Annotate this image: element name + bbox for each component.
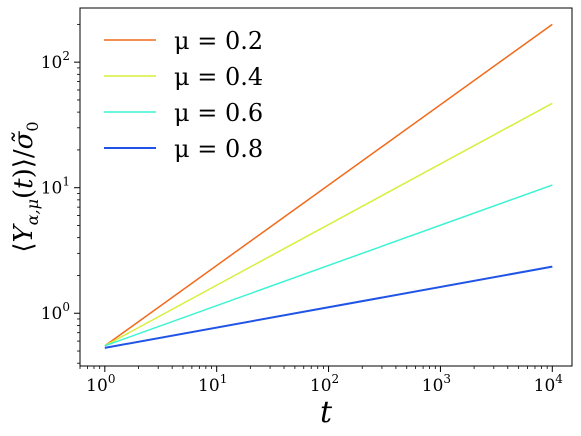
x-tick-label: 100 [86,372,115,396]
legend-label-3: μ = 0.6 [174,99,263,127]
series-line-4 [104,265,553,349]
x-tick-label: 101 [198,372,227,396]
x-tick-label: 103 [422,372,451,396]
series-layer [104,23,553,349]
y-tick-label: 102 [41,49,70,73]
legend-label-1: μ = 0.2 [174,27,263,55]
x-axis-label: t [320,395,333,430]
y-tick-label: 100 [41,300,70,324]
series-line-2 [104,102,553,347]
series-line-1 [104,23,553,347]
legend-label-4: μ = 0.8 [174,135,263,163]
series-line-3 [104,184,553,347]
legend: μ = 0.2 μ = 0.4 μ = 0.6 μ = 0.8 [104,27,263,163]
x-axis-ticks: 100 101 102 103 104 [79,366,564,396]
x-tick-label: 104 [534,372,564,396]
plot-area [79,7,573,367]
y-tick-label: 101 [41,175,70,199]
legend-label-2: μ = 0.4 [174,63,263,91]
y-axis-ticks: 100 101 102 [41,23,80,364]
x-tick-label: 102 [310,372,339,396]
y-axis-label: ⟨Yα,μ(t)⟩/σ̃0 [9,121,42,252]
